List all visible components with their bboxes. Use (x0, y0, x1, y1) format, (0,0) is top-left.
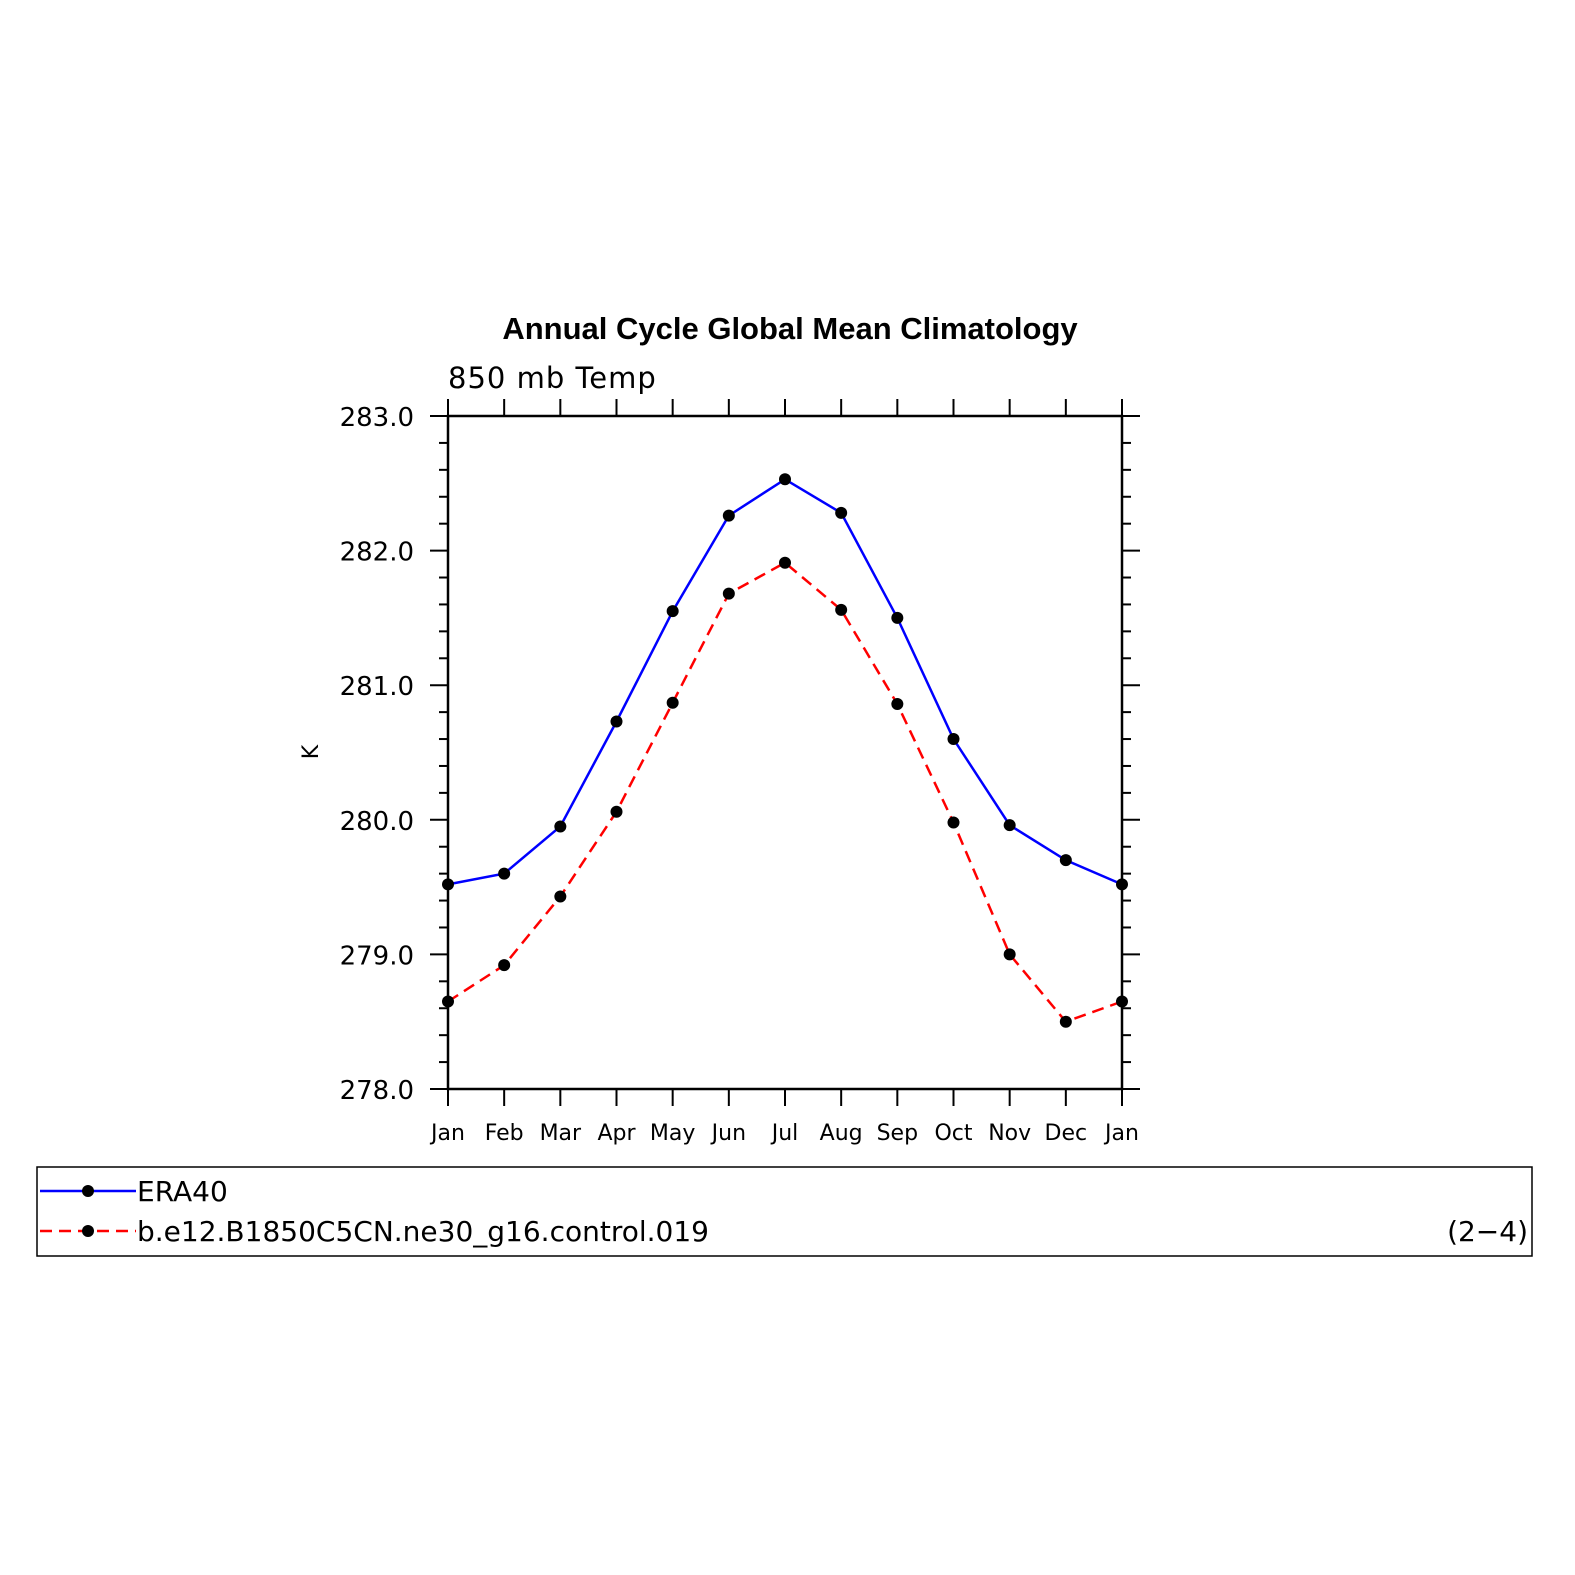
legend-label-0: ERA40 (137, 1175, 228, 1208)
data-point-s1-9 (947, 816, 960, 829)
legend-marker-1 (82, 1225, 94, 1237)
x-tick-label: Sep (877, 1121, 918, 1146)
plot-frame (446, 414, 1124, 1091)
chart-title: Annual Cycle Global Mean Climatology (502, 311, 1078, 346)
data-point-s0-8 (891, 611, 904, 624)
data-point-s1-12 (1116, 995, 1128, 1008)
data-point-s0-4 (666, 605, 679, 618)
data-point-s0-5 (722, 509, 735, 522)
x-tick-label: Jan (429, 1121, 465, 1146)
data-point-s1-4 (666, 696, 679, 709)
x-tick-label: Mar (540, 1121, 582, 1146)
y-tick-label: 279.0 (340, 941, 414, 971)
legend-label-1: b.e12.B1850C5CN.ne30_g16.control.019 (137, 1215, 709, 1248)
y-tick-label: 280.0 (340, 807, 414, 837)
data-point-s1-11 (1059, 1015, 1072, 1028)
y-tick-label: 278.0 (340, 1076, 414, 1106)
x-tick-labels: Jan Feb Mar Apr May Jun Jul Aug Sep Oct Nov Dec Jan (429, 1121, 1139, 1146)
data-point-s0-1 (498, 867, 511, 880)
data-point-s1-5 (722, 587, 735, 600)
y-tick-labels: 278.0 279.0 280.0 281.0 282.0 283.0 (340, 403, 414, 1106)
data-point-s1-7 (835, 603, 848, 616)
legend-item-1: b.e12.B1850C5CN.ne30_g16.control.019 (40, 1215, 709, 1248)
series-line-0 (447, 477, 1123, 886)
panel-annotation: (2−4) (1447, 1215, 1528, 1248)
data-point-s0-2 (554, 820, 567, 833)
series-layer (442, 473, 1128, 1028)
x-tick-label: Jun (710, 1121, 746, 1146)
data-point-s1-2 (554, 890, 567, 903)
data-point-s0-11 (1059, 854, 1072, 867)
y-axis-label: K (299, 744, 324, 759)
data-point-s0-9 (947, 733, 960, 746)
y-tick-label: 281.0 (340, 672, 414, 702)
x-tick-label: Oct (934, 1121, 972, 1146)
y-tick-label: 282.0 (340, 538, 414, 568)
x-tick-label: Jan (1103, 1121, 1139, 1146)
data-point-s0-0 (442, 878, 454, 891)
data-point-s1-8 (891, 698, 904, 711)
data-point-s0-6 (779, 473, 791, 486)
data-point-s0-3 (610, 715, 623, 728)
series-line-1 (447, 561, 1123, 1024)
data-point-s0-10 (1003, 819, 1016, 832)
data-point-s1-10 (1003, 948, 1016, 961)
y-tick-label: 283.0 (340, 403, 414, 433)
data-point-s0-7 (835, 506, 848, 519)
data-point-s1-1 (498, 959, 511, 972)
legend-box (36, 1166, 1533, 1257)
x-tick-label: Nov (988, 1121, 1031, 1146)
x-tick-label: Feb (485, 1121, 524, 1146)
x-tick-label: Dec (1045, 1121, 1088, 1146)
x-tick-label: Jul (770, 1121, 799, 1146)
data-point-s1-0 (442, 995, 454, 1008)
chart-subtitle: 850 mb Temp (448, 361, 657, 395)
data-point-s1-6 (779, 556, 791, 569)
data-point-s1-3 (610, 805, 623, 818)
x-tick-label: Apr (597, 1121, 636, 1146)
x-tick-label: Aug (820, 1121, 863, 1146)
data-point-s0-12 (1116, 878, 1128, 891)
legend-marker-0 (82, 1185, 94, 1197)
legend-item-0: ERA40 (40, 1175, 228, 1208)
x-tick-label: May (650, 1121, 695, 1146)
axis-ticks (430, 399, 1140, 1106)
